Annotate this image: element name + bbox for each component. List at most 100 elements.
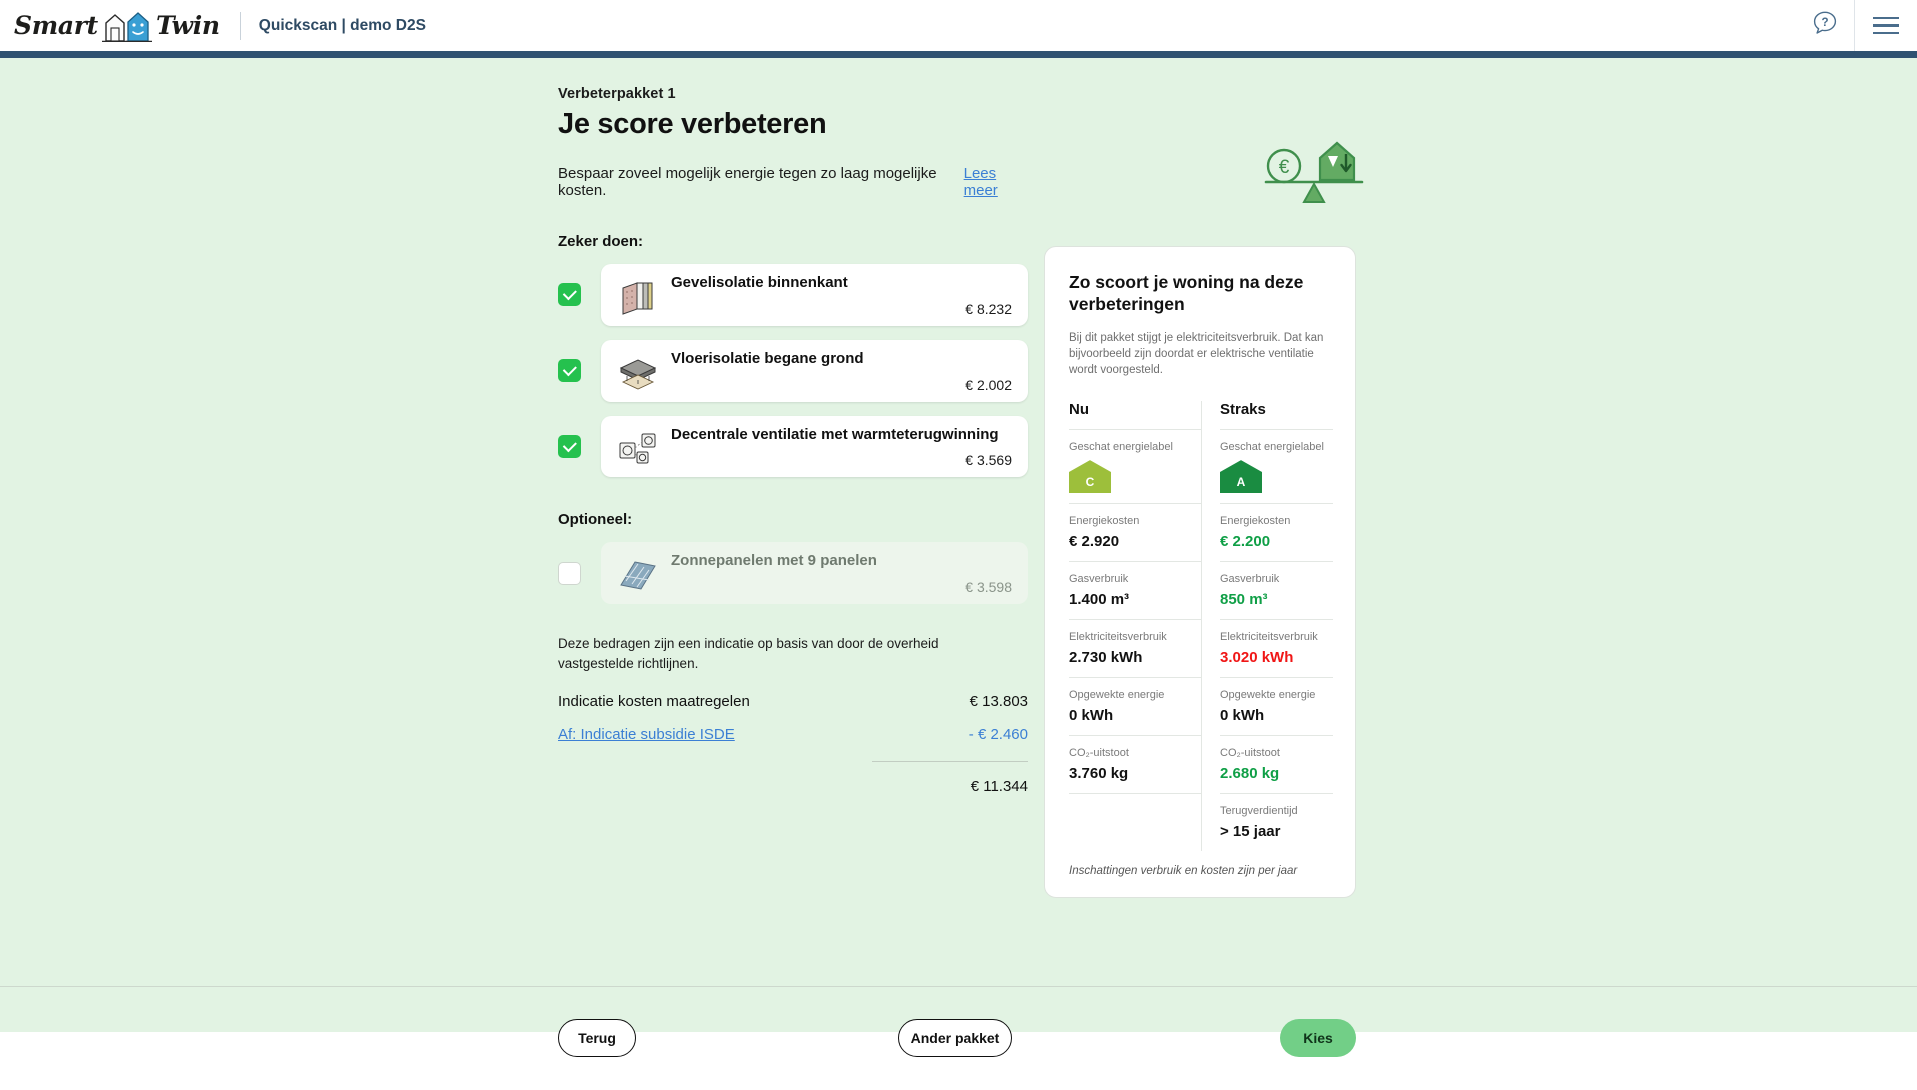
hamburger-line-3 [1873,31,1899,35]
measure-body: Decentrale ventilatie met warmteterugwin… [671,426,1012,469]
energy-label-badge-now: C [1069,460,1111,494]
cell-value: 1.400 m³ [1069,591,1130,609]
panel-footnote: Inschattingen verbruik en kosten zijn pe… [1069,865,1298,878]
footer-divider [0,986,1917,987]
brand-name-right: Twin [155,11,220,40]
cell-label: Energiekosten [1220,515,1291,528]
brand-logo[interactable]: Smart Twin [0,0,220,51]
package-eyebrow: Verbeterpakket 1 [558,86,676,102]
cell-energielabel-now: Geschat energielabel C [1069,428,1201,503]
page-subtitle: Bespaar zoveel mogelijk energie tegen zo… [558,165,937,199]
cell-energiekosten-now: Energiekosten € 2.920 [1069,503,1201,561]
comparison-column-future: Straks Geschat energielabel A Energiekos… [1201,400,1333,852]
measure-checkbox-gevelisolatie[interactable] [558,283,581,307]
measure-name: Vloerisolatie begane grond [671,349,864,367]
wall-insulation-icon [615,276,661,316]
energy-label-badge-future: A [1220,460,1262,494]
measure-card-ventilatie[interactable]: Decentrale ventilatie met warmteterugwin… [601,415,1028,478]
hamburger-line-1 [1873,16,1899,20]
cell-value: 0 kWh [1069,707,1114,725]
page-subtitle-row: Bespaar zoveel mogelijk energie tegen zo… [558,165,1028,199]
cell-value: € 2.200 [1220,533,1271,551]
content-area: € Verbeterpakket 1 Je score verbeteren B… [0,58,1917,958]
balance-scale-euro-house-icon: € [1258,136,1378,206]
cell-label: Opgewekte energie [1069,689,1165,702]
column-header-now: Nu [1069,400,1089,418]
help-button[interactable]: ? [1796,0,1854,51]
choose-button[interactable]: Kies [1280,1019,1356,1057]
top-bar-divider [1854,0,1855,51]
back-button[interactable]: Terug [558,1019,636,1057]
column-header-future: Straks [1220,400,1266,418]
cell-label: Geschat energielabel [1069,440,1173,453]
cell-terugverdientijd-future: Terugverdientijd > 15 jaar [1220,793,1333,851]
cell-opgewekt-now: Opgewekte energie 0 kWh [1069,677,1201,735]
footer-bar: Terug Ander pakket Kies [0,987,1917,1090]
measure-card-gevelisolatie[interactable]: Gevelisolatie binnenkant € 8.232 [601,264,1028,326]
measure-name: Gevelisolatie binnenkant [671,274,848,291]
measure-name: Zonnepanelen met 9 panelen [671,552,877,570]
cost-value: - € 2.460 [968,726,1028,744]
cell-label: Gasverbruik [1069,573,1129,586]
cell-energiekosten-future: Energiekosten € 2.200 [1220,503,1333,561]
cell-label: Terugverdientijd [1220,805,1298,818]
cell-elektriciteit-now: Elektriciteitsverbruik 2.730 kWh [1069,619,1201,677]
cell-label: CO₂-uitstoot [1069,747,1129,760]
svg-text:?: ? [1821,16,1828,29]
cell-opgewekt-future: Opgewekte energie 0 kWh [1220,677,1333,735]
list-item: Gevelisolatie binnenkant € 8.232 [558,264,1028,326]
list-item: Vloerisolatie begane grond € 2.002 [558,339,1028,402]
measure-card-vloerisolatie[interactable]: Vloerisolatie begane grond € 2.002 [601,339,1028,402]
measure-checkbox-vloerisolatie[interactable] [558,359,581,383]
cost-row-subsidy[interactable]: Af: Indicatie subsidie ISDE - € 2.460 [558,726,1028,743]
cost-value: € 13.803 [969,693,1028,711]
cost-disclaimer: Deze bedragen zijn een indicatie op basi… [558,636,939,671]
solar-panel-icon [615,554,661,594]
optional-section-label: Optioneel: [558,511,633,529]
other-package-button[interactable]: Ander pakket [898,1019,1012,1057]
cost-divider [872,761,1028,763]
app-subtitle: Quickscan | demo D2S [258,16,426,34]
cell-co2-now: CO₂-uitstoot 3.760 kg [1069,735,1201,793]
ventilation-unit-icon [615,428,661,468]
cell-label: Geschat energielabel [1220,440,1324,453]
cell-value: 2.680 kg [1220,765,1280,783]
measure-checkbox-zonnepanelen[interactable] [558,561,581,585]
measure-card-zonnepanelen[interactable]: Zonnepanelen met 9 panelen € 3.598 [601,542,1028,604]
subsidy-link[interactable]: Af: Indicatie subsidie ISDE [558,726,735,744]
cell-label: Gasverbruik [1220,573,1280,586]
cost-summary: Indicatie kosten maatregelen € 13.803 Af… [558,693,1028,795]
measure-body: Gevelisolatie binnenkant € 8.232 [671,274,1012,317]
cell-gasverbruik-future: Gasverbruik 850 m³ [1220,561,1333,619]
help-question-bubble-icon: ? [1812,10,1838,41]
top-bar-actions: ? [1796,0,1917,51]
comparison-column-now: Nu Geschat energielabel C Energiekosten … [1069,401,1201,851]
measure-price: € 8.232 [965,300,1012,317]
score-panel: Zo scoort je woning na deze verbeteringe… [1044,246,1356,899]
page-title: Je score verbeteren [558,108,827,140]
cell-label: Elektriciteitsverbruik [1069,631,1167,644]
improvement-panel: Verbeterpakket 1 Je score verbeteren Bes… [558,86,1028,795]
cell-label: Opgewekte energie [1220,689,1316,702]
svg-text:€: € [1279,157,1290,178]
measure-checkbox-ventilatie[interactable] [558,434,581,458]
list-item: Zonnepanelen met 9 panelen € 3.598 [558,542,1028,604]
cost-total: € 11.344 [970,778,1028,796]
page-body: € Verbeterpakket 1 Je score verbeteren B… [0,58,1917,1057]
top-bar: Smart Twin Quickscan | demo D2S [0,0,1917,51]
cell-value: > 15 jaar [1220,823,1281,841]
brand-name-left: Smart [14,11,98,40]
measure-price: € 3.569 [965,452,1012,469]
brand-houses-icon [100,9,154,43]
hamburger-line-2 [1873,24,1899,27]
cell-label: CO₂-uitstoot [1220,747,1280,760]
read-more-link[interactable]: Lees meer [963,165,998,199]
accent-bar [0,51,1917,58]
cost-row-measures: Indicatie kosten maatregelen € 13.803 [558,693,1028,710]
cell-value: 3.760 kg [1069,765,1129,783]
cell-elektriciteit-future: Elektriciteitsverbruik 3.020 kWh [1220,619,1333,677]
cell-value: 0 kWh [1220,707,1265,725]
menu-button[interactable] [1855,0,1917,51]
measure-price: € 2.002 [965,376,1012,393]
cell-energielabel-future: Geschat energielabel A [1220,428,1333,503]
